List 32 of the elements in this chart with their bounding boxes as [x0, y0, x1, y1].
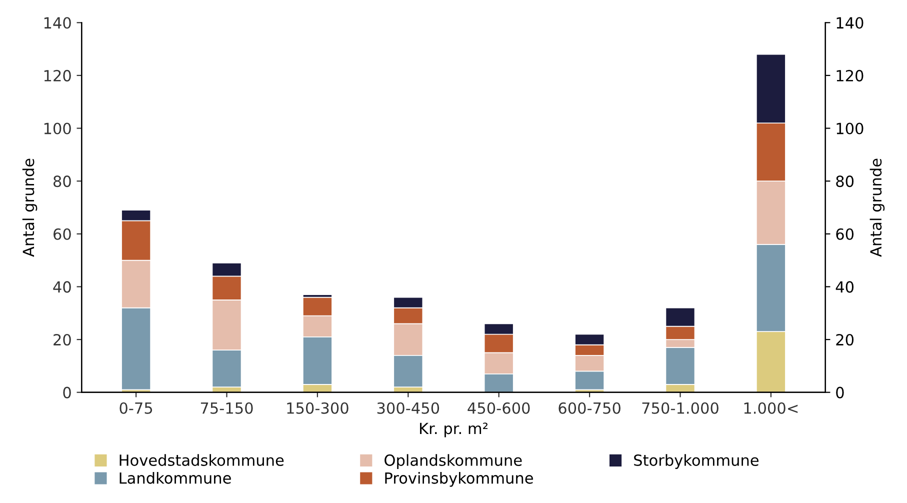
x-tick-label: 150-300	[287, 402, 348, 414]
y2-axis-title: Antal grunde	[870, 158, 885, 257]
legend-label: Storbykommune	[634, 454, 759, 469]
x-axis-title: Kr. pr. m²	[420, 422, 488, 438]
y-tick-label: 0	[63, 386, 71, 398]
y2-tick-label: 100	[836, 122, 864, 134]
x-tick-label: 300-450	[377, 402, 440, 414]
legend-label: Landkommune	[120, 472, 231, 484]
y-tick-label: 140	[44, 17, 71, 29]
y-tick-label: 40	[53, 281, 71, 293]
x-tick-label: 0-75	[120, 402, 152, 414]
legend-label: Hovedstadskommune	[120, 454, 284, 466]
y2-tick-label: 120	[836, 70, 864, 82]
y-tick-label: 20	[54, 334, 71, 346]
x-tick-label: 750-1.000	[642, 402, 718, 414]
x-tick-label: 450-600	[468, 402, 530, 414]
legend-label: Provinsbykommune	[385, 472, 533, 487]
x-tick-label: 600-750	[558, 402, 620, 414]
y2-tick-label: 140	[836, 17, 864, 29]
y2-tick-label: 80	[836, 176, 854, 188]
y2-tick-label: 60	[836, 228, 854, 240]
y2-tick-label: 40	[836, 281, 854, 293]
y-axis-title: Antal grunde	[22, 158, 38, 257]
y2-tick-label: 0	[836, 386, 844, 398]
y2-tick-label: 20	[836, 334, 854, 346]
y-tick-label: 60	[54, 228, 71, 240]
x-tick-label: 1.000<	[744, 402, 798, 414]
y-tick-label: 80	[54, 176, 71, 188]
legend-label: Oplandskommune	[384, 454, 522, 469]
y-tick-label: 120	[44, 70, 71, 82]
y-tick-label: 100	[44, 122, 71, 134]
x-tick-label: 75-150	[200, 402, 253, 414]
